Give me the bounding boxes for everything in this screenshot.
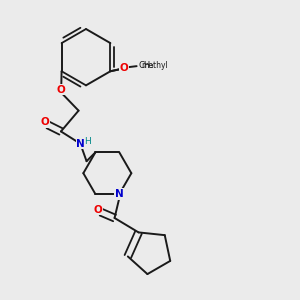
- Text: CH₃: CH₃: [139, 61, 154, 70]
- Text: H: H: [84, 136, 91, 146]
- Text: O: O: [119, 63, 128, 73]
- Text: O: O: [57, 85, 65, 95]
- Text: N: N: [115, 189, 124, 199]
- Text: methyl: methyl: [141, 61, 168, 70]
- Text: O: O: [94, 205, 102, 215]
- Text: O: O: [40, 118, 49, 128]
- Text: N: N: [76, 139, 85, 148]
